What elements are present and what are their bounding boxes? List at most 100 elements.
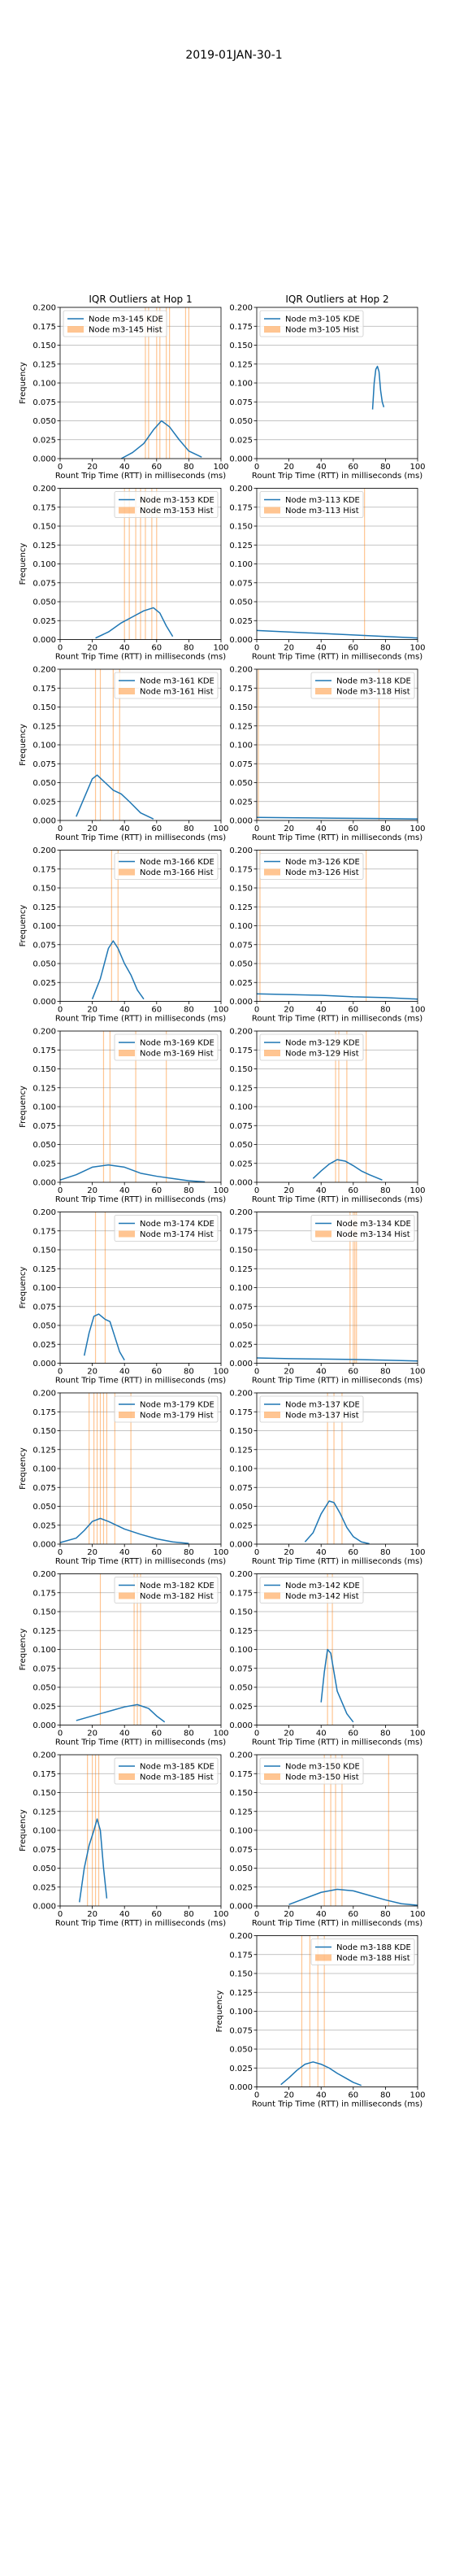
y-tick-label: 0.125: [229, 1446, 253, 1455]
y-tick-label: 0.025: [32, 979, 56, 988]
x-tick-label: 60: [348, 825, 358, 833]
y-tick-label: 0.100: [229, 1103, 253, 1112]
x-tick-label: 20: [284, 1368, 294, 1377]
y-tick-label: 0.075: [229, 398, 253, 407]
y-tick-label: 0.150: [32, 885, 56, 894]
y-tick-label: 0.050: [229, 2046, 253, 2055]
x-tick-label: 80: [380, 1910, 391, 1919]
x-tick-label: 0: [254, 825, 259, 833]
x-tick-label: 60: [348, 1730, 358, 1738]
x-tick-label: 100: [410, 825, 425, 833]
x-axis-label: Rount Trip Time (RTT) in milliseconds (m…: [55, 833, 226, 842]
x-tick-label: 80: [184, 1186, 194, 1195]
y-tick-label: 0.150: [32, 1065, 56, 1074]
legend-label: Node m3-185 Hist: [140, 1773, 214, 1782]
legend-box: [259, 491, 364, 518]
hist-bar: [341, 1755, 343, 1906]
x-tick-label: 0: [58, 1006, 63, 1015]
hist-bar: [346, 1031, 348, 1182]
y-tick-label: 0.200: [32, 1570, 56, 1579]
x-tick-label: 60: [151, 1548, 162, 1557]
y-tick-label: 0.150: [229, 1970, 253, 1979]
y-tick-label: 0.025: [229, 2065, 253, 2073]
hist-bar: [133, 1573, 135, 1725]
y-tick-label: 0.075: [229, 579, 253, 588]
y-tick-label: 0.000: [229, 1360, 253, 1368]
x-tick-label: 60: [348, 1006, 358, 1015]
subplot-12: 0.000 0.025 0.050 0.075 0.100 0.125 0.150 0.175…: [19, 1390, 229, 1567]
y-tick-label: 0.100: [229, 1827, 253, 1836]
y-tick-label: 0.025: [32, 1883, 56, 1892]
x-tick-label: 40: [119, 463, 130, 472]
legend-swatch-hist: [315, 688, 332, 694]
x-tick-label: 80: [380, 644, 391, 653]
y-axis-label: Frequency: [19, 905, 28, 947]
y-tick-label: 0.125: [229, 360, 253, 369]
y-tick-label: 0.200: [229, 1751, 253, 1760]
y-axis-label: Frequency: [215, 1991, 224, 2033]
x-tick-label: 100: [410, 463, 425, 472]
legend-swatch-hist: [119, 1773, 135, 1780]
hist-bar: [102, 1031, 105, 1182]
y-axis-label: Frequency: [19, 362, 28, 404]
y-tick-label: 0.125: [229, 1989, 253, 1998]
y-tick-label: 0.050: [229, 1865, 253, 1873]
y-tick-label: 0.050: [32, 1503, 56, 1512]
y-tick-label: 0.200: [32, 1751, 56, 1760]
x-tick-label: 100: [410, 1910, 425, 1919]
x-tick-label: 80: [184, 1730, 194, 1738]
x-axis-label: Rount Trip Time (RTT) in milliseconds (m…: [55, 1377, 226, 1386]
x-tick-label: 40: [119, 1910, 130, 1919]
y-tick-label: 0.050: [229, 960, 253, 969]
legend-label: Node m3-105 Hist: [285, 326, 359, 335]
legend-swatch-hist: [119, 1412, 135, 1418]
legend-box: [310, 1939, 415, 1965]
subplot-2: 0.000 0.025 0.050 0.075 0.100 0.125 0.150 0.175…: [19, 485, 229, 662]
y-tick-label: 0.075: [32, 760, 56, 769]
y-tick-label: 0.000: [229, 636, 253, 645]
hist-bar: [335, 1755, 336, 1906]
hist-bar: [151, 488, 153, 640]
legend-box: [63, 310, 167, 337]
hist-bar: [333, 1393, 335, 1544]
y-tick-label: 0.075: [32, 398, 56, 407]
hist-bar: [356, 1212, 358, 1364]
y-tick-label: 0.000: [32, 817, 56, 826]
x-tick-label: 60: [348, 644, 358, 653]
legend-label: Node m3-129 Hist: [285, 1050, 359, 1059]
y-tick-label: 0.150: [229, 1608, 253, 1617]
x-tick-label: 0: [254, 1910, 259, 1919]
hist-bar: [119, 669, 120, 820]
hist-bar: [188, 307, 189, 459]
y-tick-label: 0.125: [32, 1808, 56, 1817]
x-axis-label: Rount Trip Time (RTT) in milliseconds (m…: [252, 1015, 422, 1024]
x-tick-label: 60: [348, 463, 358, 472]
hist-bar: [159, 307, 161, 459]
y-tick-label: 0.100: [32, 1284, 56, 1293]
y-tick-label: 0.200: [32, 304, 56, 313]
x-tick-label: 0: [254, 1368, 259, 1377]
y-tick-label: 0.175: [229, 1770, 253, 1779]
kde-line: [83, 1313, 125, 1361]
hist-bar: [140, 488, 141, 640]
legend-label: Node m3-166 Hist: [140, 868, 214, 877]
y-tick-label: 0.000: [32, 1360, 56, 1368]
legend-label: Node m3-113 Hist: [285, 507, 359, 516]
x-axis-label: Rount Trip Time (RTT) in milliseconds (m…: [252, 1195, 422, 1204]
subplot-8: 0.000 0.025 0.050 0.075 0.100 0.125 0.150 0.175…: [19, 1028, 229, 1205]
x-tick-label: 20: [87, 825, 98, 833]
y-tick-label: 0.200: [32, 1390, 56, 1399]
y-tick-label: 0.075: [229, 1664, 253, 1673]
y-tick-label: 0.200: [32, 1028, 56, 1037]
legend-label: Node m3-182 KDE: [140, 1582, 214, 1590]
kde-line: [91, 940, 145, 1000]
subplot-16: 0.000 0.025 0.050 0.075 0.100 0.125 0.150 0.175…: [19, 1751, 229, 1929]
legend-label: Node m3-188 Hist: [336, 1954, 410, 1963]
hist-bar: [156, 488, 158, 640]
y-tick-label: 0.200: [32, 666, 56, 675]
y-tick-label: 0.000: [229, 455, 253, 464]
y-tick-label: 0.125: [229, 1808, 253, 1817]
y-tick-label: 0.125: [229, 542, 253, 550]
y-tick-label: 0.150: [32, 523, 56, 532]
kde-line: [280, 2061, 362, 2086]
